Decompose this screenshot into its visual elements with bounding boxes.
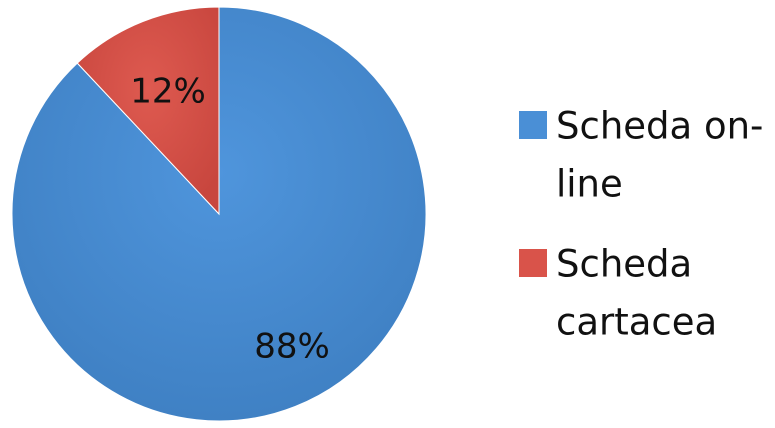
legend-label: Scheda cartacea [556,243,717,344]
legend-item-scheda-online: Scheda on-line [519,105,763,206]
slice-scheda-online [11,6,427,422]
legend-swatch [519,111,547,139]
slice-scheda-cartacea [76,6,220,216]
legend-label: Scheda on-line [556,105,763,206]
slice-label-scheda-cartacea: 12% [130,72,206,112]
legend-item-scheda-cartacea: Scheda cartacea [519,243,717,344]
legend-swatch [519,249,547,277]
slice-label-scheda-online: 88% [254,327,330,367]
